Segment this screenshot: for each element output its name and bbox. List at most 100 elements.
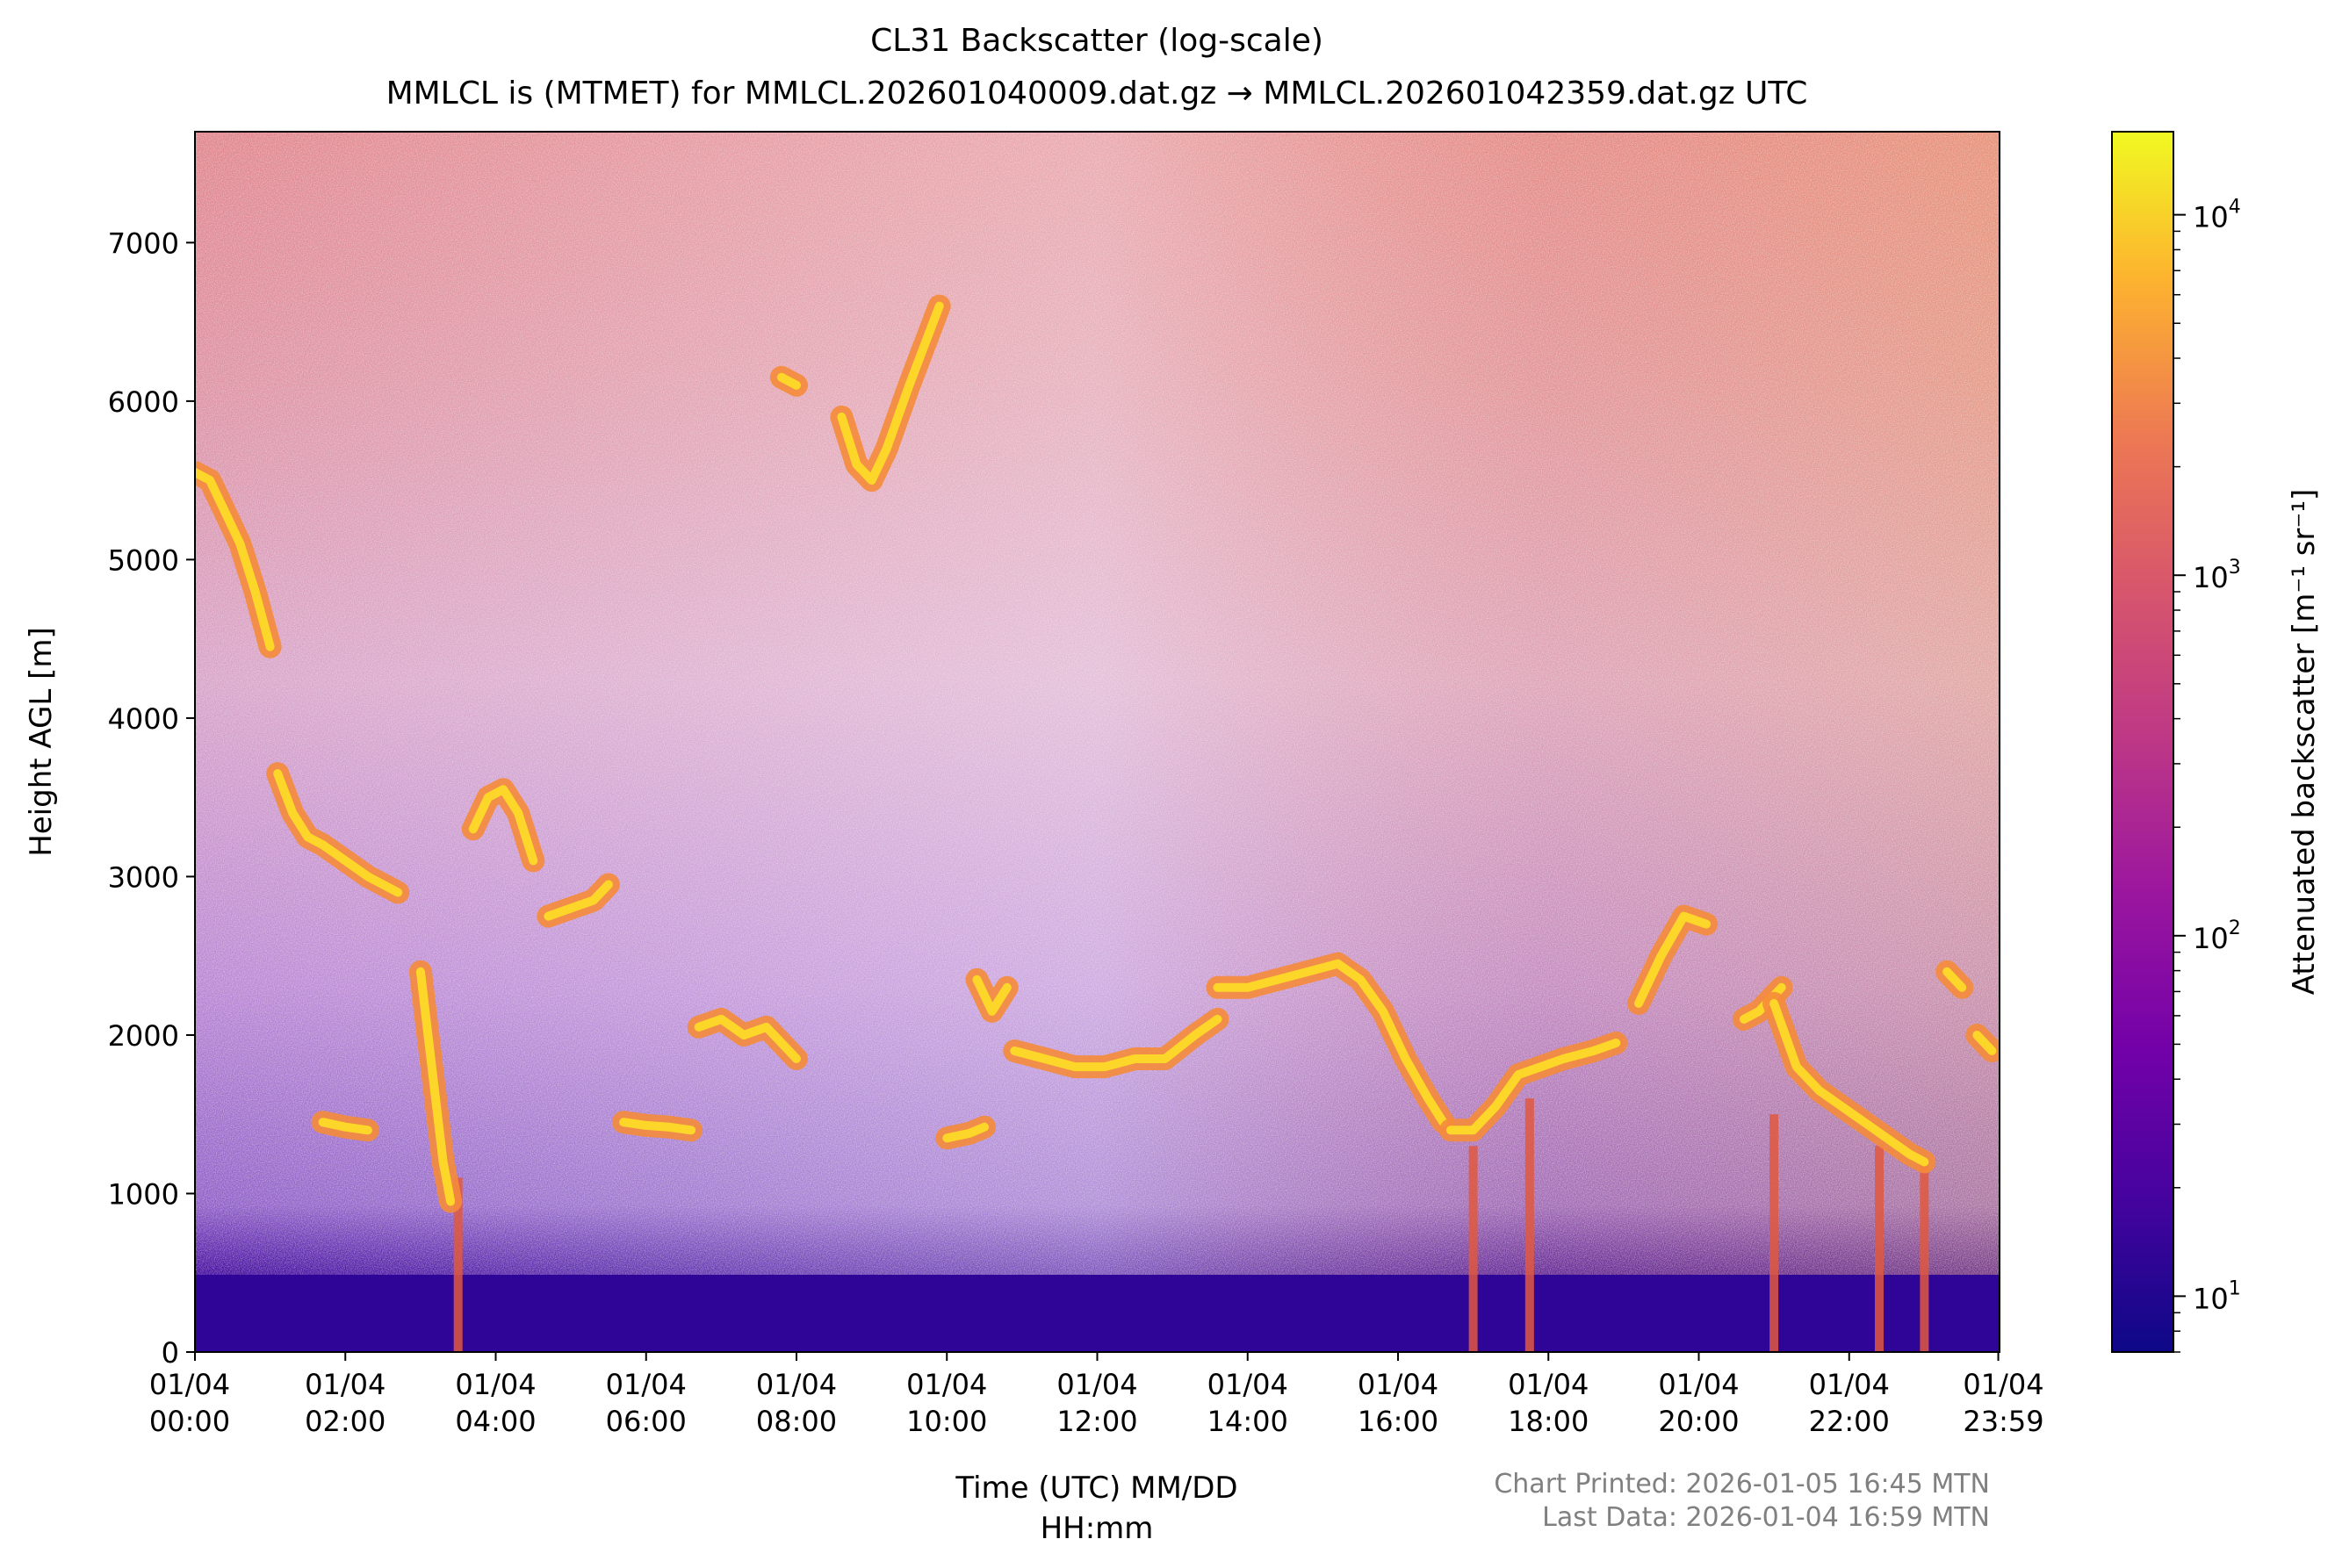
layer-0500-core <box>544 880 613 921</box>
layer-0003 <box>195 461 282 658</box>
layer-0630-core <box>619 1118 696 1135</box>
y-tick-label: 1000 <box>108 1177 179 1211</box>
x-tick-label-date: 01/04 <box>906 1368 987 1401</box>
layer-2320-core <box>1942 967 1967 992</box>
x-axis: 01/04 00:00 01/04 02:00 01/04 04:00 01/04 06:00… <box>149 1352 2044 1438</box>
x-tick-label-time: 23:59 <box>1963 1405 2043 1438</box>
y-axis: 0 1000 2000 3000 4000 5000 6000 7000 <box>108 227 195 1370</box>
colorbar-tick-label: 103 <box>2193 557 2241 594</box>
chart-title: CL31 Backscatter (log-scale) <box>870 23 1323 59</box>
streak-0330 <box>453 1177 463 1352</box>
colorbar-tick-label: 101 <box>2193 1277 2241 1315</box>
colorbar-tick-label: 104 <box>2193 197 2241 234</box>
layer-1400 <box>1206 952 1455 1134</box>
y-tick-label: 5000 <box>108 543 179 577</box>
colorbar-tick-label: 102 <box>2193 917 2241 955</box>
streak-1745 <box>1524 1098 1534 1352</box>
streak-2100 <box>1769 1114 1779 1352</box>
layer-0700-core <box>694 1014 801 1063</box>
x-tick-label-time: 02:00 <box>305 1405 386 1438</box>
x-tick-label-time: 18:00 <box>1508 1405 1589 1438</box>
y-axis-label: Height AGL [m] <box>24 627 59 857</box>
x-tick-label-date: 01/04 <box>1056 1368 1137 1401</box>
cloud-layers <box>195 294 2000 1213</box>
colorbar <box>2111 131 2174 1353</box>
streak-2300 <box>1920 1162 1929 1352</box>
layer-1640-core <box>1445 1039 1621 1135</box>
chart-subtitle: MMLCL is (MTMET) for MMLCL.202601040009.… <box>386 76 1808 111</box>
x-axis-label: Time (UTC) MM/DD <box>955 1471 1237 1506</box>
layer-0230-core <box>318 1118 372 1135</box>
layer-0500 <box>537 873 620 928</box>
layer-0230 <box>311 1111 379 1142</box>
layer-0003-core <box>195 468 275 651</box>
x-tick-label-time: 06:00 <box>606 1405 687 1438</box>
last-data-note: Last Data: 2026-01-04 16:59 MTN <box>1542 1502 1990 1533</box>
x-tick-label-date: 01/04 <box>149 1368 230 1401</box>
x-tick-label-time: 16:00 <box>1358 1405 1438 1438</box>
layer-0105-core <box>273 769 403 897</box>
layer-1930-core <box>1634 911 1712 1008</box>
layer-1930 <box>1627 904 1719 1015</box>
layer-0700 <box>687 1007 808 1070</box>
layer-0400 <box>461 778 545 873</box>
streak-2230 <box>1875 1146 1884 1352</box>
x-tick-label-time: 08:00 <box>756 1405 837 1438</box>
layer-0320-core <box>415 967 456 1206</box>
layer-0105 <box>266 762 410 904</box>
layer-0900-core <box>837 301 944 486</box>
colorbar-axis: 101 102 103 104 <box>2173 197 2241 1353</box>
x-tick-label-date: 01/04 <box>455 1368 536 1401</box>
layer-1400-core <box>1213 959 1448 1127</box>
x-tick-label-date: 01/04 <box>1207 1368 1288 1401</box>
near-surface-band <box>195 1275 2000 1352</box>
y-tick-label: 3000 <box>108 860 179 894</box>
layer-1130 <box>1003 1007 1229 1079</box>
layer-1030-core <box>972 975 1012 1016</box>
plot-area <box>195 132 2000 1352</box>
y-tick-label: 7000 <box>108 227 179 260</box>
heatmap-speckle <box>195 132 2000 1352</box>
layer-2100-core <box>1769 998 1929 1167</box>
streak-1700 <box>1468 1146 1478 1352</box>
x-tick-label-time: 22:00 <box>1809 1405 1890 1438</box>
layer-0320 <box>408 960 463 1213</box>
x-tick-label-date: 01/04 <box>305 1368 386 1401</box>
layer-1000-core <box>942 1122 990 1143</box>
layer-1000 <box>935 1115 997 1150</box>
x-axis-label-line2: HH:mm <box>1041 1511 1154 1546</box>
x-tick-label-date: 01/04 <box>1658 1368 1739 1401</box>
layer-2320 <box>1935 960 1974 999</box>
x-tick-label-time: 04:00 <box>455 1405 536 1438</box>
x-tick-label-time: 00:00 <box>149 1405 230 1438</box>
x-tick-label-time: 14:00 <box>1207 1405 1288 1438</box>
layer-2345 <box>1965 1024 2000 1062</box>
y-tick-label: 0 <box>162 1336 179 1370</box>
x-tick-label-date: 01/04 <box>756 1368 837 1401</box>
chart-printed-note: Chart Printed: 2026-01-05 16:45 MTN <box>1494 1469 1990 1500</box>
x-tick-label-date: 01/04 <box>606 1368 687 1401</box>
layer-2345-core <box>1972 1031 1997 1055</box>
x-tick-label-date: 01/04 <box>1809 1368 1890 1401</box>
precip-streaks <box>453 1098 1929 1352</box>
x-tick-label-time: 12:00 <box>1056 1405 1137 1438</box>
colorbar-label: Attenuated backscatter [m⁻¹ sr⁻¹] <box>2287 489 2322 996</box>
x-tick-label-date: 01/04 <box>1963 1368 2043 1401</box>
layer-0900 <box>830 294 951 493</box>
layer-1030 <box>965 967 1019 1023</box>
x-tick-label-date: 01/04 <box>1358 1368 1438 1401</box>
layer-0800 <box>769 365 808 397</box>
x-tick-label-time: 20:00 <box>1658 1405 1739 1438</box>
layer-1130-core <box>1010 1014 1222 1072</box>
y-tick-label: 4000 <box>108 702 179 736</box>
layer-2100 <box>1762 991 1936 1174</box>
layer-1640 <box>1438 1032 1628 1142</box>
y-tick-label: 2000 <box>108 1019 179 1053</box>
y-tick-label: 6000 <box>108 385 179 419</box>
layer-0400-core <box>468 785 538 866</box>
x-tick-label-date: 01/04 <box>1508 1368 1589 1401</box>
layer-0630 <box>612 1111 703 1142</box>
x-tick-label-time: 10:00 <box>906 1405 987 1438</box>
